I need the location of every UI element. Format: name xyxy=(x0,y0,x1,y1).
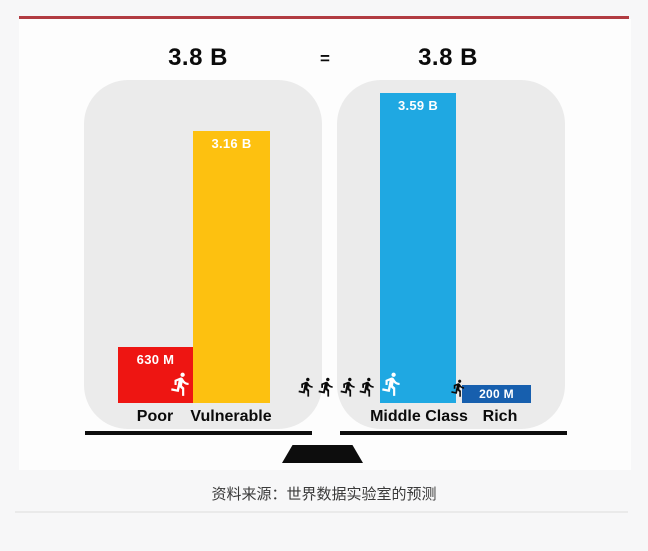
accent-top-rule xyxy=(19,16,629,19)
bar-vulnerable-value: 3.16 B xyxy=(211,136,252,151)
bottom-divider xyxy=(15,511,628,513)
category-label-middle-class: Middle Class xyxy=(370,408,468,425)
bar-rich: 200 M xyxy=(462,385,531,403)
category-label-poor: Poor xyxy=(136,408,174,425)
bar-middle-class: 3.59 B xyxy=(380,93,456,403)
runner-icon xyxy=(168,368,194,400)
scale-beam-right xyxy=(340,431,567,435)
source-caption: 资料来源：世界数据实验室的预测 xyxy=(211,486,437,503)
equals-sign: = xyxy=(320,49,330,68)
left-group-total: 3.8 B xyxy=(168,44,228,71)
right-group-total: 3.8 B xyxy=(418,44,478,71)
runner-icon xyxy=(296,374,317,400)
bar-rich-value: 200 M xyxy=(479,387,514,401)
bar-poor-value: 630 M xyxy=(136,352,175,367)
category-label-rich: Rich xyxy=(482,408,518,425)
runner-icon xyxy=(316,374,337,400)
bar-middle-class-value: 3.59 B xyxy=(397,98,439,113)
runner-icon xyxy=(449,376,468,400)
bar-vulnerable: 3.16 B xyxy=(193,131,270,403)
runner-icon xyxy=(379,368,405,400)
runner-icon xyxy=(357,374,378,400)
runner-icon xyxy=(338,374,359,400)
scale-beam-left xyxy=(85,431,312,435)
scale-fulcrum xyxy=(282,445,363,463)
category-label-vulnerable: Vulnerable xyxy=(190,408,272,425)
